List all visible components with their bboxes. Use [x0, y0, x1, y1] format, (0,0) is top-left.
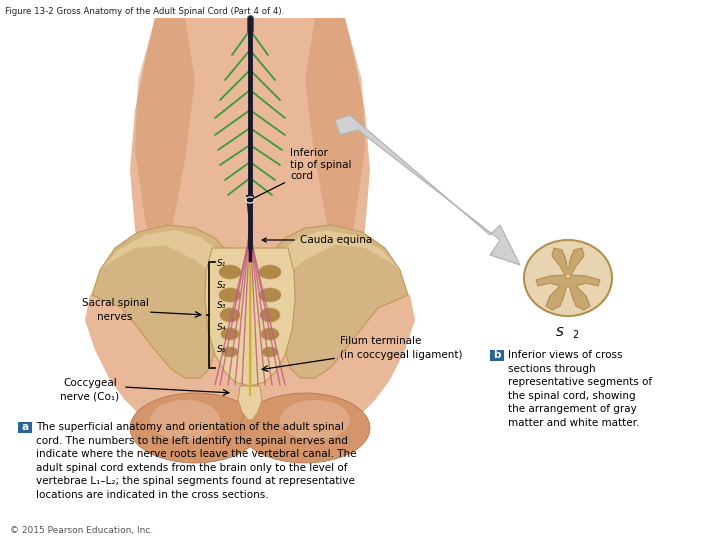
Ellipse shape [524, 240, 612, 316]
Text: S₅: S₅ [217, 346, 226, 354]
Text: Coccygeal
nerve (Co₁): Coccygeal nerve (Co₁) [60, 378, 120, 401]
Text: Sacral spinal
nerves: Sacral spinal nerves [81, 299, 148, 322]
Text: S₄: S₄ [217, 323, 226, 333]
Text: S: S [556, 326, 564, 339]
Text: b: b [493, 350, 500, 361]
Circle shape [565, 273, 570, 279]
Text: Inferior views of cross
sections through
representative segments of
the spinal c: Inferior views of cross sections through… [508, 350, 652, 428]
Text: Figure 13-2 Gross Anatomy of the Adult Spinal Cord (Part 4 of 4).: Figure 13-2 Gross Anatomy of the Adult S… [5, 7, 284, 16]
FancyBboxPatch shape [18, 422, 32, 433]
Text: S₃: S₃ [217, 300, 226, 309]
Text: Inferior
tip of spinal
cord: Inferior tip of spinal cord [253, 148, 351, 199]
Ellipse shape [220, 308, 240, 322]
Text: The superficial anatomy and orientation of the adult spinal
cord. The numbers to: The superficial anatomy and orientation … [36, 422, 356, 500]
Polygon shape [85, 18, 415, 435]
Text: 2: 2 [572, 330, 578, 340]
FancyBboxPatch shape [490, 350, 504, 361]
Polygon shape [335, 115, 520, 265]
Polygon shape [135, 18, 195, 300]
Ellipse shape [150, 400, 220, 440]
Ellipse shape [261, 328, 279, 340]
Ellipse shape [240, 393, 370, 463]
Polygon shape [268, 225, 408, 378]
Polygon shape [100, 230, 224, 278]
Ellipse shape [262, 347, 278, 357]
Ellipse shape [259, 288, 281, 302]
Ellipse shape [219, 288, 241, 302]
Ellipse shape [222, 347, 238, 357]
Text: © 2015 Pearson Education, Inc.: © 2015 Pearson Education, Inc. [10, 526, 153, 535]
Polygon shape [276, 230, 400, 278]
Ellipse shape [260, 308, 280, 322]
Text: a: a [22, 422, 29, 433]
Text: Filum terminale
(in coccygeal ligament): Filum terminale (in coccygeal ligament) [340, 336, 462, 360]
Polygon shape [305, 18, 365, 300]
Polygon shape [92, 225, 232, 378]
Ellipse shape [219, 265, 241, 279]
Ellipse shape [130, 393, 260, 463]
Text: S₂: S₂ [217, 280, 226, 289]
Polygon shape [238, 386, 262, 420]
Polygon shape [246, 195, 254, 225]
Text: S₁: S₁ [217, 260, 226, 268]
Polygon shape [536, 248, 600, 310]
Text: Cauda equina: Cauda equina [262, 235, 372, 245]
Ellipse shape [259, 265, 281, 279]
Ellipse shape [280, 400, 350, 440]
Ellipse shape [221, 328, 239, 340]
Polygon shape [205, 248, 295, 386]
